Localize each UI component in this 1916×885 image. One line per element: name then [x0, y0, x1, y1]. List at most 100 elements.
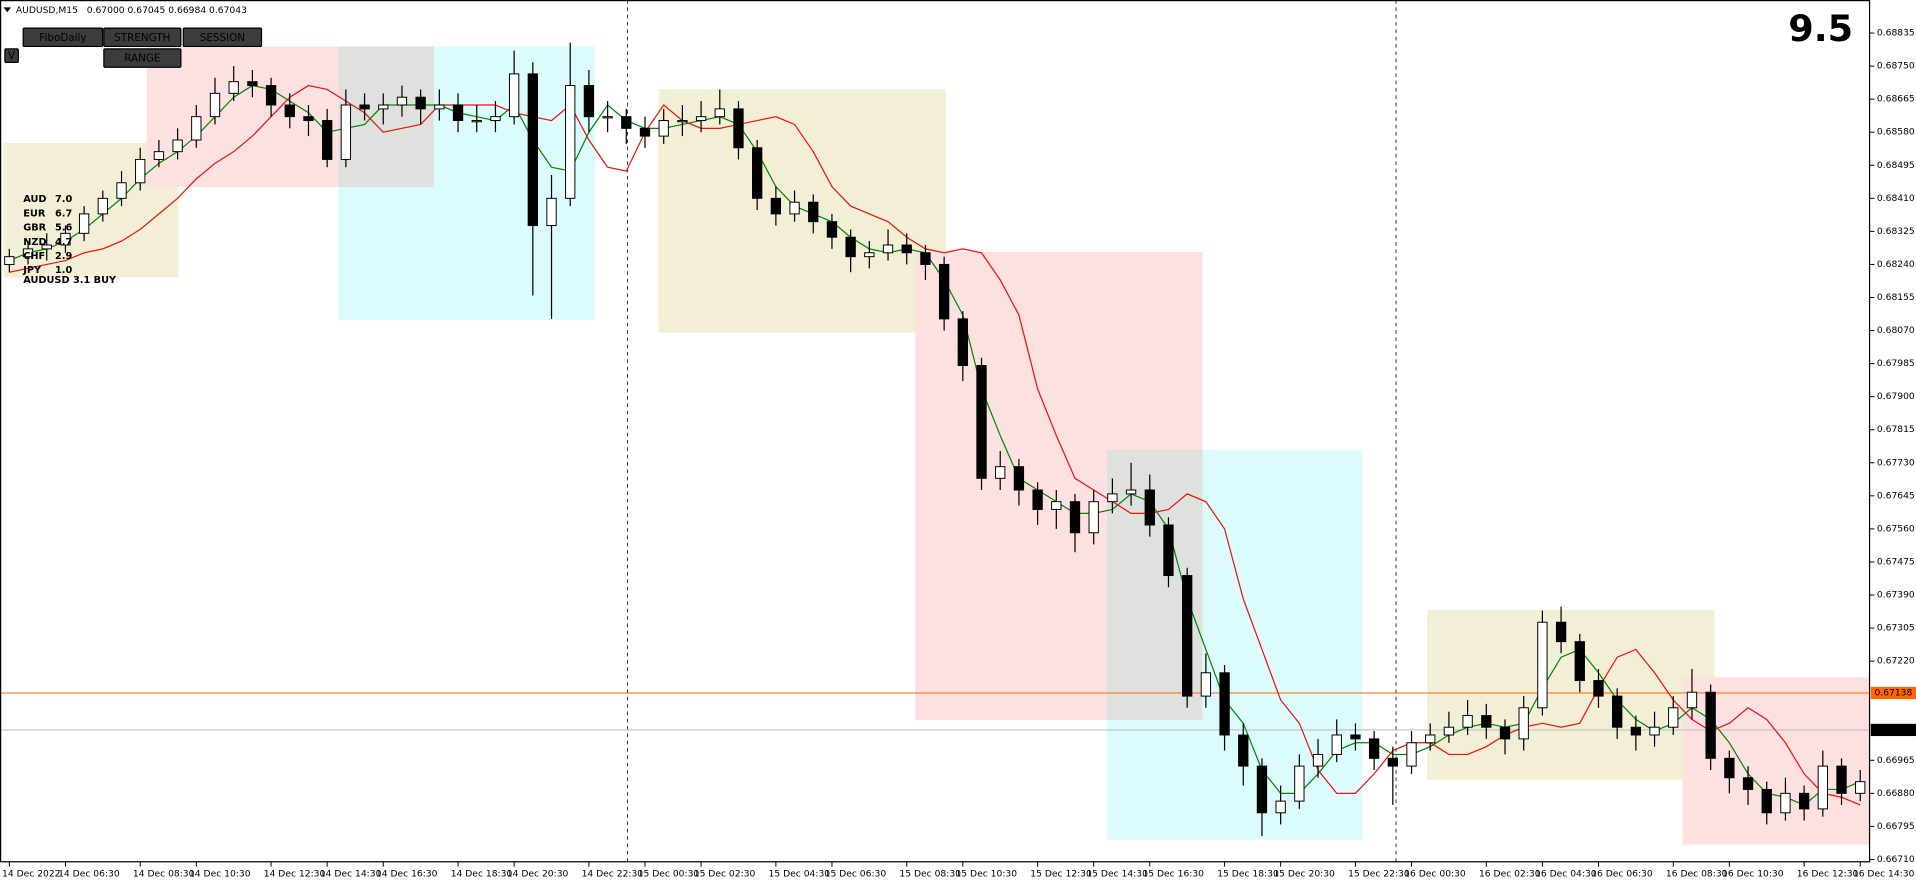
candle-body: [920, 252, 931, 265]
button-label[interactable]: V: [8, 50, 16, 62]
x-tick-label: 14 Dec 14:30: [320, 868, 382, 879]
candle-body: [546, 197, 557, 227]
ma-line: [9, 84, 1861, 806]
candle-body: [60, 232, 71, 246]
y-tick-label: 0.67220: [1877, 656, 1915, 667]
candle-body: [490, 116, 501, 122]
plot: [0, 42, 1870, 837]
candle-body: [1817, 765, 1828, 810]
x-tick-label: 15 Dec 20:30: [1273, 868, 1335, 879]
candle-body: [1219, 672, 1230, 736]
x-tick-label: 16 Dec 04:30: [1535, 868, 1597, 879]
candle-body: [1742, 777, 1754, 790]
session-boxes: [3, 46, 1870, 845]
candle-body: [116, 182, 127, 199]
x-tick-label: 15 Dec 22:30: [1348, 868, 1410, 879]
button[interactable]: [22, 27, 104, 48]
candle-body: [789, 201, 800, 215]
candle-body: [1574, 641, 1585, 682]
candle-body: [415, 96, 426, 110]
price-label-box: [1870, 686, 1916, 700]
y-tick-label: 0.67645: [1877, 490, 1915, 501]
x-tick-label: 15 Dec 18:30: [1217, 868, 1279, 879]
candle-body: [770, 197, 782, 215]
candle-body: [565, 85, 576, 199]
candle-body: [1144, 489, 1155, 526]
currency: EUR: [23, 208, 46, 219]
candle-body: [1200, 672, 1212, 697]
candle-body: [808, 201, 819, 223]
y-tick-label: 0.68240: [1877, 259, 1915, 270]
button-label[interactable]: RANGE: [124, 53, 160, 65]
price-label: 0.67138: [1874, 687, 1912, 698]
x-tick-label: 15 Dec 14:30: [1086, 868, 1148, 879]
x-tick-label: 15 Dec 10:30: [955, 868, 1017, 879]
candle-body: [1069, 501, 1081, 534]
candle-body: [1499, 726, 1511, 740]
candle-body: [471, 120, 482, 123]
candle-body: [1125, 489, 1137, 495]
button[interactable]: [103, 27, 182, 48]
candle-body: [938, 263, 950, 320]
y-tick-label: 0.67305: [1877, 623, 1915, 634]
button[interactable]: [103, 48, 182, 68]
menu-triangle[interactable]: [3, 7, 11, 13]
candle-body: [1537, 621, 1548, 709]
x-tick-label: 15 Dec 04:30: [769, 868, 831, 879]
candle-body: [1836, 765, 1847, 794]
candle-body: [845, 236, 856, 258]
candle-body: [396, 96, 408, 106]
candle-body: [1705, 691, 1716, 759]
x-tick-label: 15 Dec 08:30: [899, 868, 961, 879]
candle-body: [864, 252, 875, 258]
candle-body: [209, 92, 221, 118]
candle-body: [4, 256, 15, 265]
candle-body: [1256, 765, 1268, 814]
candle-body: [1163, 524, 1174, 577]
button[interactable]: [4, 48, 19, 63]
candle-body: [1761, 788, 1772, 814]
candle-body: [1462, 715, 1473, 728]
symbol: AUDUSD,M15: [16, 5, 78, 16]
candle-body: [1088, 501, 1099, 534]
candle-body: [527, 73, 538, 227]
ma-line: [9, 84, 1861, 806]
candle-body: [1331, 734, 1342, 755]
candle-body: [1630, 726, 1642, 736]
x-tick-label: 14 Dec 18:30: [451, 868, 513, 879]
candle-body: [1294, 765, 1305, 802]
button[interactable]: [182, 27, 263, 48]
y-tick-label: 0.66795: [1877, 821, 1915, 832]
x-tick-label: 14 Dec 12:30: [264, 868, 326, 879]
candle-body: [1668, 707, 1679, 728]
candle-body: [1107, 493, 1118, 503]
y-tick-label: 0.68750: [1877, 61, 1915, 72]
x-tick-label: 16 Dec 00:30: [1404, 868, 1466, 879]
button-label[interactable]: SESSION: [200, 32, 245, 44]
y-tick-label: 0.68665: [1877, 94, 1915, 105]
candle-body: [41, 244, 52, 250]
candle-body: [826, 221, 838, 238]
candle-body: [340, 104, 352, 160]
candle-body: [508, 73, 520, 118]
y-tick-label: 0.68155: [1877, 292, 1915, 303]
candle-body: [1855, 781, 1866, 794]
candle-body: [247, 81, 258, 87]
candle-body: [191, 116, 202, 141]
y-tick-label: 0.67560: [1877, 523, 1915, 534]
x-tick-label: 14 Dec 08:30: [133, 868, 195, 879]
currency: NZD: [23, 237, 46, 248]
candle-body: [78, 213, 90, 234]
y-tick-label: 0.66710: [1877, 854, 1915, 865]
candle-body: [1724, 757, 1735, 779]
candle-body: [97, 197, 108, 215]
y-tick-label: 0.68835: [1877, 28, 1915, 39]
button-label[interactable]: STRENGTH: [114, 32, 170, 44]
currency-score: 6.7: [55, 208, 73, 219]
candle-body: [639, 127, 651, 137]
y-tick-label: 0.68495: [1877, 160, 1915, 171]
button-label[interactable]: FiboDaily: [39, 32, 86, 44]
y-tick-label: 0.66965: [1877, 755, 1915, 766]
